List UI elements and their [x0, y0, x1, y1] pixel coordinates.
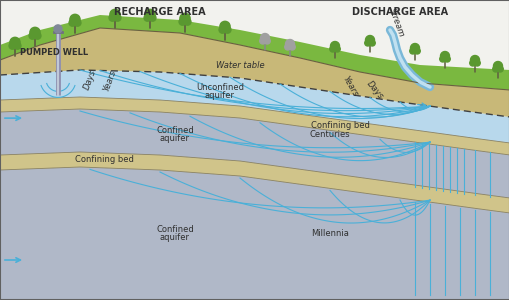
Circle shape — [470, 56, 478, 64]
Circle shape — [259, 38, 265, 44]
Circle shape — [219, 26, 225, 33]
Polygon shape — [0, 70, 509, 143]
Circle shape — [219, 21, 230, 32]
Text: Confined: Confined — [156, 126, 193, 135]
Circle shape — [224, 26, 231, 33]
Polygon shape — [0, 152, 509, 213]
Text: Days: Days — [82, 69, 98, 92]
Text: Water table: Water table — [215, 61, 264, 70]
Text: Centuries: Centuries — [309, 130, 350, 139]
Text: DISCHARGE AREA: DISCHARGE AREA — [351, 7, 447, 17]
Polygon shape — [0, 15, 509, 90]
Circle shape — [114, 14, 121, 21]
Circle shape — [54, 25, 62, 33]
Circle shape — [439, 56, 445, 62]
Circle shape — [9, 42, 16, 49]
Circle shape — [365, 35, 374, 44]
Text: Confining bed: Confining bed — [310, 121, 369, 130]
Text: Unconfined: Unconfined — [195, 83, 243, 92]
Circle shape — [10, 37, 20, 47]
Text: Confining bed: Confining bed — [75, 155, 134, 164]
Circle shape — [364, 40, 370, 46]
Circle shape — [74, 20, 81, 26]
Circle shape — [289, 44, 295, 50]
Text: Stream: Stream — [387, 6, 406, 38]
Circle shape — [29, 32, 36, 39]
Circle shape — [180, 13, 190, 23]
Circle shape — [493, 61, 501, 70]
Text: Years: Years — [340, 74, 359, 98]
Text: RECHARGE AREA: RECHARGE AREA — [114, 7, 206, 17]
Text: Millennia: Millennia — [310, 229, 348, 238]
Circle shape — [333, 46, 340, 52]
Circle shape — [34, 32, 41, 39]
Text: Days: Days — [364, 79, 384, 101]
Polygon shape — [0, 167, 509, 300]
Circle shape — [469, 60, 475, 66]
Circle shape — [329, 46, 335, 52]
Circle shape — [285, 40, 294, 49]
Circle shape — [184, 18, 190, 25]
Circle shape — [330, 41, 339, 50]
Circle shape — [496, 66, 502, 72]
Circle shape — [369, 40, 375, 46]
Circle shape — [492, 66, 498, 72]
Circle shape — [179, 18, 185, 25]
Circle shape — [30, 27, 40, 38]
Circle shape — [70, 14, 80, 25]
Text: Confined: Confined — [156, 225, 193, 234]
Circle shape — [260, 34, 269, 43]
Circle shape — [413, 48, 419, 54]
Text: aquifer: aquifer — [160, 232, 190, 242]
Circle shape — [149, 14, 156, 21]
Circle shape — [14, 42, 21, 49]
Circle shape — [440, 52, 448, 61]
Text: Years: Years — [102, 69, 118, 93]
Circle shape — [109, 9, 120, 20]
Circle shape — [410, 44, 419, 52]
Circle shape — [409, 48, 415, 54]
Polygon shape — [0, 28, 509, 117]
Circle shape — [145, 9, 155, 20]
Circle shape — [264, 38, 270, 44]
Polygon shape — [0, 97, 509, 155]
Circle shape — [473, 60, 479, 66]
Circle shape — [284, 44, 290, 50]
Circle shape — [443, 56, 449, 62]
Circle shape — [109, 14, 116, 21]
Text: aquifer: aquifer — [160, 134, 190, 143]
Circle shape — [144, 14, 151, 21]
Polygon shape — [0, 109, 509, 198]
Text: aquifer: aquifer — [205, 91, 235, 100]
Circle shape — [69, 20, 76, 26]
Text: PUMPED WELL: PUMPED WELL — [20, 48, 88, 57]
